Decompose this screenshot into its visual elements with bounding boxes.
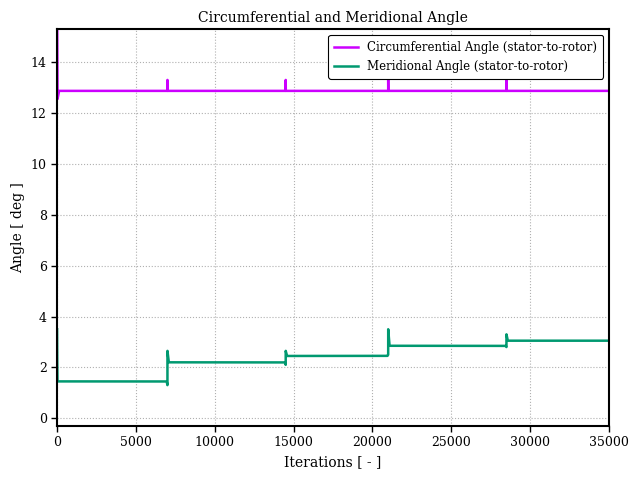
Circumferential Angle (stator-to-rotor) xyxy=(187,88,195,94)
X-axis label: Iterations [ - ]: Iterations [ - ] xyxy=(284,455,381,469)
Meridional Angle (stator-to-rotor) xyxy=(487,343,495,348)
Legend: Circumferential Angle (stator-to-rotor), Meridional Angle (stator-to-rotor): Circumferential Angle (stator-to-rotor),… xyxy=(328,35,603,79)
Circumferential Angle (stator-to-rotor) xyxy=(487,88,495,94)
Y-axis label: Angle [ deg ]: Angle [ deg ] xyxy=(11,182,25,273)
Circumferential Angle (stator-to-rotor) xyxy=(583,88,591,94)
Circumferential Angle (stator-to-rotor) xyxy=(605,88,612,94)
Meridional Angle (stator-to-rotor) xyxy=(164,382,172,388)
Line: Circumferential Angle (stator-to-rotor): Circumferential Angle (stator-to-rotor) xyxy=(57,0,609,99)
Meridional Angle (stator-to-rotor) xyxy=(605,338,612,344)
Line: Meridional Angle (stator-to-rotor): Meridional Angle (stator-to-rotor) xyxy=(57,329,609,385)
Meridional Angle (stator-to-rotor) xyxy=(303,353,310,359)
Meridional Angle (stator-to-rotor) xyxy=(187,360,195,365)
Meridional Angle (stator-to-rotor) xyxy=(129,379,136,384)
Circumferential Angle (stator-to-rotor) xyxy=(303,88,310,94)
Title: Circumferential and Meridional Angle: Circumferential and Meridional Angle xyxy=(198,11,468,25)
Circumferential Angle (stator-to-rotor) xyxy=(54,96,61,102)
Circumferential Angle (stator-to-rotor) xyxy=(129,88,136,94)
Circumferential Angle (stator-to-rotor) xyxy=(514,88,522,94)
Meridional Angle (stator-to-rotor) xyxy=(583,338,591,344)
Meridional Angle (stator-to-rotor) xyxy=(514,338,522,344)
Meridional Angle (stator-to-rotor) xyxy=(53,326,61,332)
